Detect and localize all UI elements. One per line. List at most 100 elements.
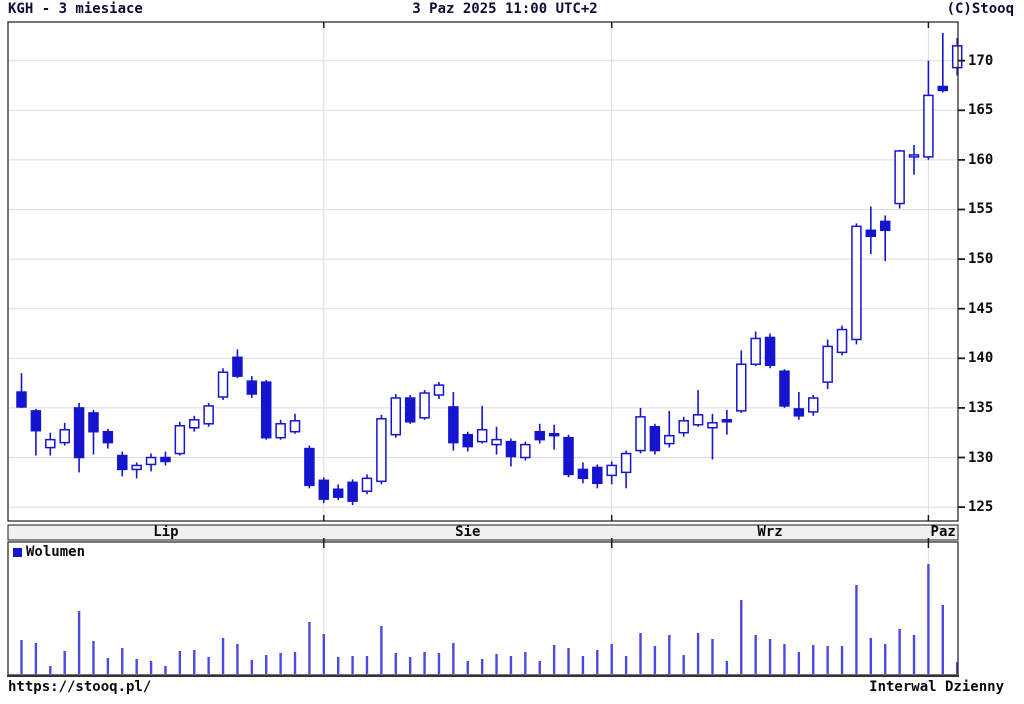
volume-bar bbox=[452, 643, 455, 674]
volume-bar bbox=[653, 646, 657, 674]
candle-body bbox=[160, 456, 171, 463]
candle-body bbox=[520, 443, 531, 459]
volume-bar bbox=[149, 661, 153, 674]
volume-bar bbox=[293, 652, 297, 674]
volume-bar bbox=[495, 654, 498, 674]
candle-body bbox=[764, 336, 776, 366]
candle-body bbox=[937, 85, 949, 92]
volume-bar bbox=[164, 666, 167, 674]
candle-body bbox=[721, 419, 733, 423]
candle-body bbox=[203, 405, 214, 425]
volume-panel-border bbox=[7, 541, 959, 676]
candle-body bbox=[289, 420, 301, 433]
candle-body bbox=[419, 392, 430, 419]
volume-bar bbox=[682, 655, 685, 674]
volume-bar bbox=[20, 640, 23, 674]
candle-body bbox=[188, 419, 200, 429]
volume-bar bbox=[768, 639, 772, 674]
candle-body bbox=[908, 154, 920, 158]
candle-body bbox=[476, 428, 488, 443]
volume-bar bbox=[552, 645, 556, 674]
candle-body bbox=[131, 464, 142, 471]
month-label-sie: Sie bbox=[455, 524, 481, 540]
volume-bar bbox=[250, 660, 254, 674]
candle-body bbox=[822, 345, 833, 383]
volume-bar bbox=[178, 651, 182, 674]
volume-bar bbox=[279, 653, 282, 674]
volume-bar bbox=[812, 645, 815, 674]
candle-body bbox=[88, 412, 99, 433]
volume-bar bbox=[423, 652, 426, 674]
candle-body bbox=[563, 436, 574, 476]
volume-bar bbox=[581, 656, 585, 674]
candle-body bbox=[793, 408, 805, 417]
candle-body bbox=[232, 356, 243, 377]
volume-bar bbox=[840, 646, 844, 674]
candle-body bbox=[304, 447, 315, 487]
candle-body bbox=[736, 363, 747, 412]
month-label-paz: Paz bbox=[930, 524, 956, 540]
stooq-url-link[interactable]: https://stooq.pl/ bbox=[8, 679, 152, 695]
volume-legend: Wolumen bbox=[13, 544, 86, 560]
candle-body bbox=[577, 468, 589, 480]
candle-body bbox=[664, 434, 675, 445]
candle-body bbox=[390, 397, 402, 436]
candle-body bbox=[260, 381, 272, 439]
candle-body bbox=[30, 410, 42, 432]
volume-bar bbox=[351, 656, 354, 674]
candle-body bbox=[606, 464, 617, 477]
volume-bar bbox=[408, 657, 412, 674]
candle-body bbox=[145, 456, 157, 466]
volume-bar bbox=[639, 633, 642, 674]
volume-bar bbox=[538, 661, 541, 674]
volume-bar bbox=[725, 661, 729, 674]
interval-label: Interwal Dzienny bbox=[869, 679, 1004, 695]
volume-bar bbox=[884, 644, 887, 674]
price-panel-border bbox=[7, 21, 959, 522]
volume-bar bbox=[322, 634, 326, 674]
chart-timestamp: 3 Paz 2025 11:00 UTC+2 bbox=[412, 1, 598, 17]
month-label-lip: Lip bbox=[153, 524, 179, 540]
volume-bar bbox=[236, 644, 239, 674]
volume-bar bbox=[754, 635, 757, 674]
candle-body bbox=[707, 422, 718, 429]
volume-bar bbox=[193, 650, 196, 674]
candle-body bbox=[246, 380, 258, 395]
volume-bar bbox=[49, 666, 52, 674]
candle-body bbox=[836, 328, 848, 354]
volume-bar bbox=[610, 644, 613, 674]
volume-bar bbox=[711, 639, 714, 674]
candle-body bbox=[865, 229, 877, 238]
volume-bar bbox=[524, 652, 527, 674]
candle-body bbox=[59, 428, 70, 444]
candle-body bbox=[347, 481, 358, 502]
volume-bar bbox=[394, 653, 397, 674]
candle-body bbox=[117, 454, 128, 471]
candle-body bbox=[448, 406, 459, 444]
volume-bar bbox=[783, 644, 786, 674]
volume-legend-label: Wolumen bbox=[26, 544, 86, 560]
volume-bar bbox=[696, 633, 700, 674]
candle-body bbox=[635, 416, 646, 452]
volume-bar bbox=[826, 646, 829, 674]
candle-body bbox=[16, 391, 27, 408]
volume-bar bbox=[869, 638, 873, 674]
candle-body bbox=[620, 452, 632, 474]
candle-body bbox=[779, 370, 790, 407]
candle-body bbox=[404, 397, 416, 423]
candle-body bbox=[275, 423, 286, 439]
candle-body bbox=[361, 477, 373, 492]
candle-body bbox=[73, 407, 85, 459]
candle-body bbox=[750, 337, 761, 366]
volume-bar bbox=[624, 656, 628, 674]
volume-bar bbox=[740, 600, 743, 674]
candle-body bbox=[332, 488, 344, 498]
volume-bar bbox=[437, 653, 441, 674]
volume-legend-swatch-icon bbox=[13, 547, 22, 557]
candle-body bbox=[491, 438, 502, 446]
candle-body bbox=[45, 438, 56, 449]
volume-bar bbox=[927, 564, 930, 674]
volume-bar bbox=[265, 655, 268, 674]
volume-bar bbox=[121, 648, 124, 674]
candle-body bbox=[505, 440, 517, 458]
